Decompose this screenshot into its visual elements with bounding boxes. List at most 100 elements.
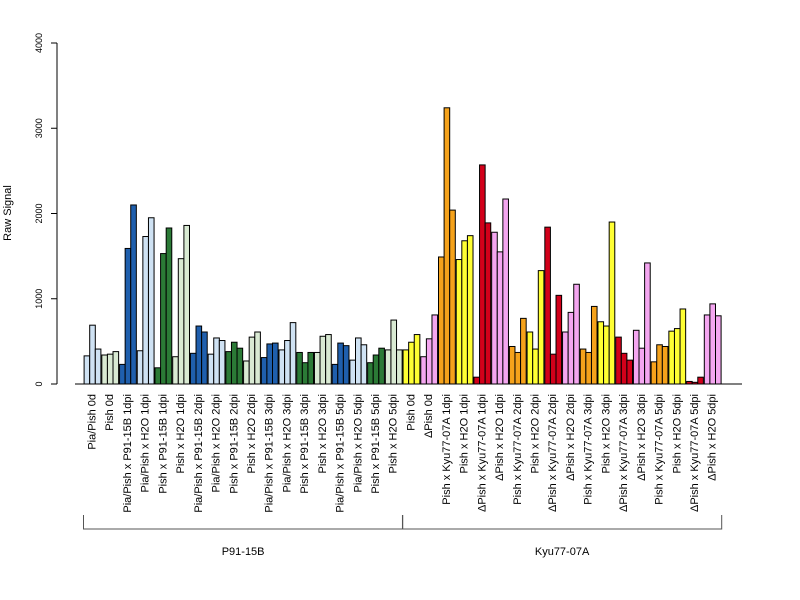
bar	[626, 359, 634, 385]
category-label: Pish 0d	[405, 394, 417, 431]
bar	[349, 359, 356, 385]
group-bracket	[401, 515, 723, 530]
bar	[703, 314, 711, 385]
bar	[544, 226, 551, 385]
y-tick-label: 1000	[34, 289, 44, 309]
bar	[579, 348, 587, 385]
bar	[260, 357, 268, 385]
bar	[289, 322, 297, 385]
bar	[644, 262, 651, 385]
category-label: Pia/Pish x P91-15B 3dpi	[264, 394, 276, 513]
bar	[254, 331, 261, 385]
bar	[608, 221, 616, 385]
category-label: Pia/Pish x P91-15B 2dpi	[193, 394, 205, 513]
category-label: Pish 0d	[104, 394, 116, 431]
bar	[673, 328, 681, 385]
bar	[679, 308, 687, 385]
bar	[620, 352, 628, 385]
category-label: Pia/Pish x H2O 3dpi	[281, 394, 293, 492]
category-label: ΔPish x H2O 1dpi	[494, 394, 506, 481]
bar	[390, 319, 398, 385]
bar	[372, 354, 380, 385]
bar	[130, 204, 137, 385]
bar	[301, 362, 309, 385]
bar	[367, 362, 374, 385]
bar	[455, 259, 463, 385]
bar	[508, 345, 516, 385]
bar	[296, 351, 303, 385]
category-label: Pia/Pish x H2O 5dpi	[352, 394, 364, 492]
bar	[661, 345, 669, 385]
bar	[603, 325, 610, 385]
bar	[466, 235, 474, 385]
bar	[479, 164, 486, 385]
group-label: P91-15B	[222, 546, 265, 558]
bar	[408, 341, 415, 385]
category-label: Pia/Pish x H2O 1dpi	[140, 394, 152, 492]
category-label: ΔPish x Kyu77-07A 1dpi	[476, 394, 488, 512]
bar	[101, 354, 108, 385]
category-label: Pish x Kyu77-07A 5dpi	[654, 394, 666, 505]
bar	[142, 236, 149, 385]
group-bracket	[83, 515, 404, 530]
y-tick-label: 0	[34, 381, 44, 386]
bar	[154, 367, 162, 385]
bar	[585, 351, 592, 385]
category-label: Pish x H2O 2dpi	[530, 394, 542, 473]
bar	[272, 342, 279, 385]
category-label: ΔPish x H2O 2dpi	[565, 394, 577, 481]
bar	[473, 376, 481, 385]
bar	[431, 314, 439, 385]
bar	[325, 334, 332, 385]
y-tick-label: 2000	[34, 203, 44, 223]
bar	[567, 311, 575, 385]
bar	[331, 363, 339, 385]
bar	[425, 338, 433, 385]
category-label: ΔPish x Kyu77-07A 3dpi	[618, 394, 630, 512]
bar	[491, 231, 498, 385]
bar	[461, 240, 468, 385]
bar	[615, 336, 622, 385]
bar	[555, 294, 563, 385]
bar	[449, 209, 456, 385]
bar	[378, 347, 385, 385]
bar	[360, 344, 368, 385]
bar	[172, 356, 179, 385]
bar	[218, 340, 226, 385]
category-label: Pish x Kyu77-07A 3dpi	[583, 394, 595, 505]
bar	[396, 349, 403, 385]
bar	[597, 321, 605, 385]
bar	[213, 337, 220, 385]
bars-layer	[83, 107, 722, 385]
bar	[443, 107, 451, 385]
bar	[177, 258, 185, 385]
bar	[124, 247, 132, 385]
category-label: Pia/Pish x P91-15B 1dpi	[122, 394, 134, 513]
category-label: Pish x H2O 3dpi	[600, 394, 612, 473]
category-label: ΔPish x Kyu77-07A 5dpi	[689, 394, 701, 512]
category-label: Pish x P91-15B 5dpi	[370, 394, 382, 494]
bar	[656, 344, 663, 385]
category-label: Pish x H2O 1dpi	[175, 394, 187, 473]
bar	[230, 341, 238, 385]
bar	[195, 325, 203, 385]
bar	[243, 360, 250, 385]
bar	[89, 324, 96, 385]
category-label: Pish x Kyu77-07A 1dpi	[441, 394, 453, 505]
bar	[590, 305, 598, 385]
category-label: Pish x H2O 1dpi	[459, 394, 471, 473]
category-labels: Pia/Pish 0d Pish 0d Pia/Pish x P91-15B 1dp…	[87, 394, 719, 513]
bar	[313, 351, 321, 385]
bar	[562, 331, 569, 385]
group-brackets: P91-15B Kyu77-07A	[83, 515, 723, 558]
category-label: Pish x H2O 5dpi	[671, 394, 683, 473]
bar	[668, 330, 675, 385]
category-label: Pish x P91-15B 2dpi	[228, 394, 240, 494]
bar	[496, 251, 504, 385]
bar	[549, 353, 557, 385]
bar	[337, 342, 344, 385]
category-label: ΔPish 0d	[423, 394, 435, 438]
y-tick-label: 3000	[34, 118, 44, 138]
y-axis-title: Raw Signal	[2, 185, 14, 241]
